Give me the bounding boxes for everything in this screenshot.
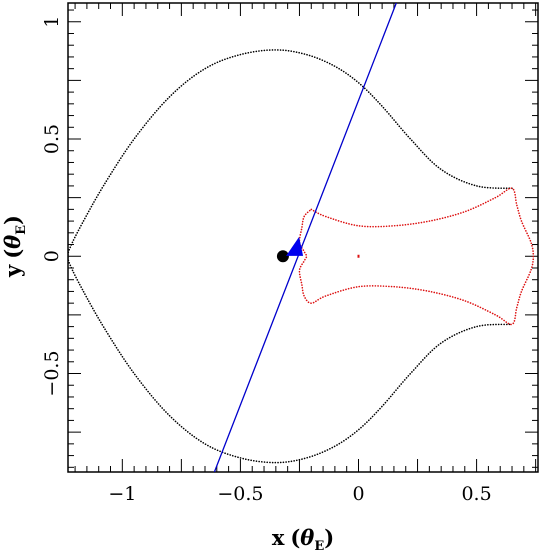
- y-tick-label: −0.5: [41, 350, 63, 396]
- x-axis-label-sub: E: [314, 539, 324, 554]
- series-layer: [68, 3, 535, 472]
- caustic-center-dot: [357, 254, 360, 258]
- y-axis-label-sub: E: [14, 225, 29, 235]
- y-axis-label: y (θE): [0, 215, 29, 278]
- y-axis-label-theta: θ: [0, 235, 25, 249]
- critical-curve: [68, 49, 513, 464]
- y-tick-label: 0: [41, 250, 63, 262]
- lens-marker: [276, 250, 289, 263]
- y-axis-label-close: ): [0, 215, 25, 225]
- y-tick-label: 1: [41, 16, 63, 28]
- plot-frame: [67, 2, 539, 473]
- caustic-curve: [298, 187, 535, 326]
- y-tick-label: 0.5: [41, 124, 63, 154]
- x-tick-label: −1: [108, 483, 136, 505]
- axis-ticks: [68, 3, 538, 472]
- x-axis-label-main: x: [272, 525, 285, 550]
- plot-border: [67, 2, 539, 473]
- marker-layer: [276, 236, 360, 263]
- x-tick-label: 0: [352, 483, 364, 505]
- x-tick-label: −0.5: [217, 483, 263, 505]
- y-axis-label-main: y: [0, 264, 25, 278]
- x-axis-label-open: (: [290, 525, 300, 550]
- axis-tick-labels: −1 −0.5 0 0.5 −0.5 0 0.5 1: [41, 16, 492, 505]
- source-trajectory-line: [213, 3, 397, 472]
- x-axis-label-theta: θ: [300, 525, 314, 550]
- x-axis-label: x (θE): [272, 525, 334, 554]
- source-marker: [286, 236, 304, 256]
- y-axis-label-open: (: [0, 249, 25, 259]
- x-tick-label: 0.5: [461, 483, 491, 505]
- x-axis-label-close: ): [324, 525, 334, 550]
